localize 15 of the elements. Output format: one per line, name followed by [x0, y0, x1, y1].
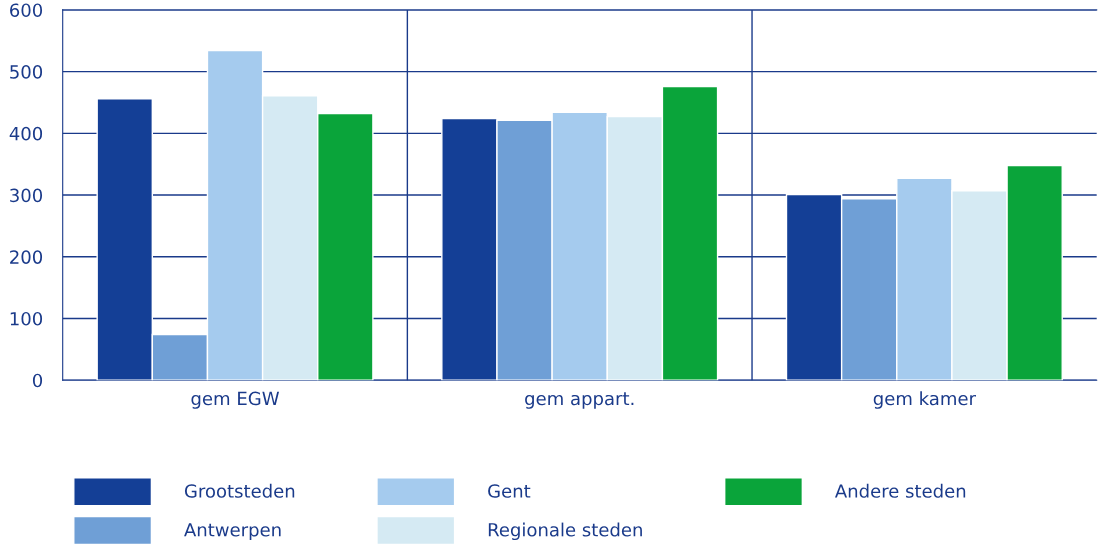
legend-label: Antwerpen — [184, 523, 281, 541]
legend-label: Regionale steden — [488, 522, 642, 541]
x-tick-label: gem EGW — [191, 391, 280, 409]
y-tick-label: 600 — [10, 3, 43, 18]
y-tick-label: 200 — [10, 250, 43, 264]
legend-label: Andere steden — [834, 483, 966, 498]
y-tick-label: 400 — [9, 126, 43, 141]
legend-label: Grootsteden — [184, 483, 295, 498]
y-tick-label: 100 — [10, 311, 43, 326]
x-tick-label: gem kamer — [873, 391, 976, 409]
y-tick-label: 0 — [32, 373, 43, 388]
legend-label: Gent — [488, 484, 531, 498]
y-tick-label: 500 — [10, 65, 43, 79]
x-tick-label: gem appart. — [525, 392, 634, 409]
y-tick-label: 300 — [10, 188, 43, 203]
